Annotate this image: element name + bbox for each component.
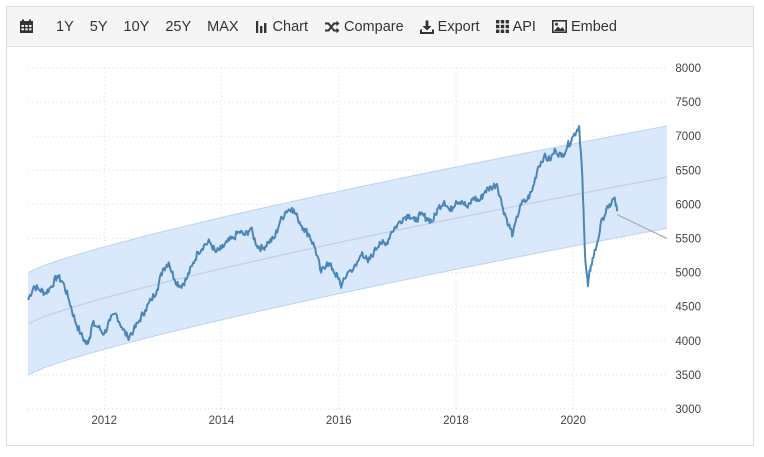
grid-icon: [495, 20, 509, 33]
embed-button-label: Embed: [570, 18, 617, 35]
range-max-button[interactable]: MAX: [207, 18, 239, 35]
x-tick-label: 2012: [91, 415, 117, 427]
y-tick-label: 8000: [675, 63, 701, 75]
range-1y-button[interactable]: 1Y: [56, 18, 74, 35]
chart-widget: 1Y 5Y 10Y 25Y MAX Chart Compare: [6, 6, 754, 446]
compare-button-label: Compare: [344, 18, 404, 35]
line-chart: 3000 3500 4000 4500 5000 5500 6000 6500 7000 7500…: [27, 63, 701, 427]
export-button[interactable]: Export: [412, 12, 488, 42]
trend-line: [27, 176, 668, 325]
band-lower-edge: [27, 227, 668, 376]
y-tick-label: 7000: [675, 131, 701, 143]
range-10y-button[interactable]: 10Y: [123, 18, 150, 35]
y-tick-label: 4500: [675, 302, 701, 314]
bar-chart-icon: [255, 20, 266, 33]
confidence-band: [28, 125, 667, 375]
y-tick-label: 6500: [675, 165, 701, 177]
chart-button-label: Chart: [272, 18, 309, 35]
export-button-label: Export: [437, 18, 480, 35]
range-25y-button[interactable]: 25Y: [165, 18, 192, 35]
x-tick-label: 2018: [443, 415, 469, 427]
y-tick-label: 3500: [675, 370, 701, 382]
image-icon: [551, 20, 567, 33]
calendar-button[interactable]: [15, 12, 48, 42]
price-series-line: [27, 125, 619, 346]
shuffle-icon: [325, 20, 340, 33]
y-tick-label: 7500: [675, 97, 701, 109]
y-tick-label: 6000: [675, 199, 701, 211]
download-icon: [419, 20, 434, 34]
chart-button[interactable]: Chart: [247, 12, 316, 42]
calendar-icon: [20, 19, 33, 33]
chart-toolbar: 1Y 5Y 10Y 25Y MAX Chart Compare: [7, 7, 753, 47]
band-upper-edge: [27, 125, 668, 274]
api-button[interactable]: API: [488, 12, 544, 42]
x-tick-label: 2014: [209, 415, 235, 427]
compare-button[interactable]: Compare: [316, 12, 412, 42]
y-tick-label: 4000: [675, 336, 701, 348]
forecast-line: [616, 214, 668, 240]
api-button-label: API: [512, 18, 536, 35]
x-tick-label: 2020: [560, 415, 586, 427]
y-tick-label: 5500: [675, 234, 701, 246]
range-5y-button[interactable]: 5Y: [89, 18, 108, 35]
y-tick-label: 3000: [675, 404, 701, 416]
embed-button[interactable]: Embed: [544, 12, 625, 42]
y-tick-label: 5000: [675, 268, 701, 280]
x-tick-label: 2016: [326, 415, 352, 427]
chart-area: 3000 3500 4000 4500 5000 5500 6000 6500 7000 7500…: [7, 48, 753, 445]
